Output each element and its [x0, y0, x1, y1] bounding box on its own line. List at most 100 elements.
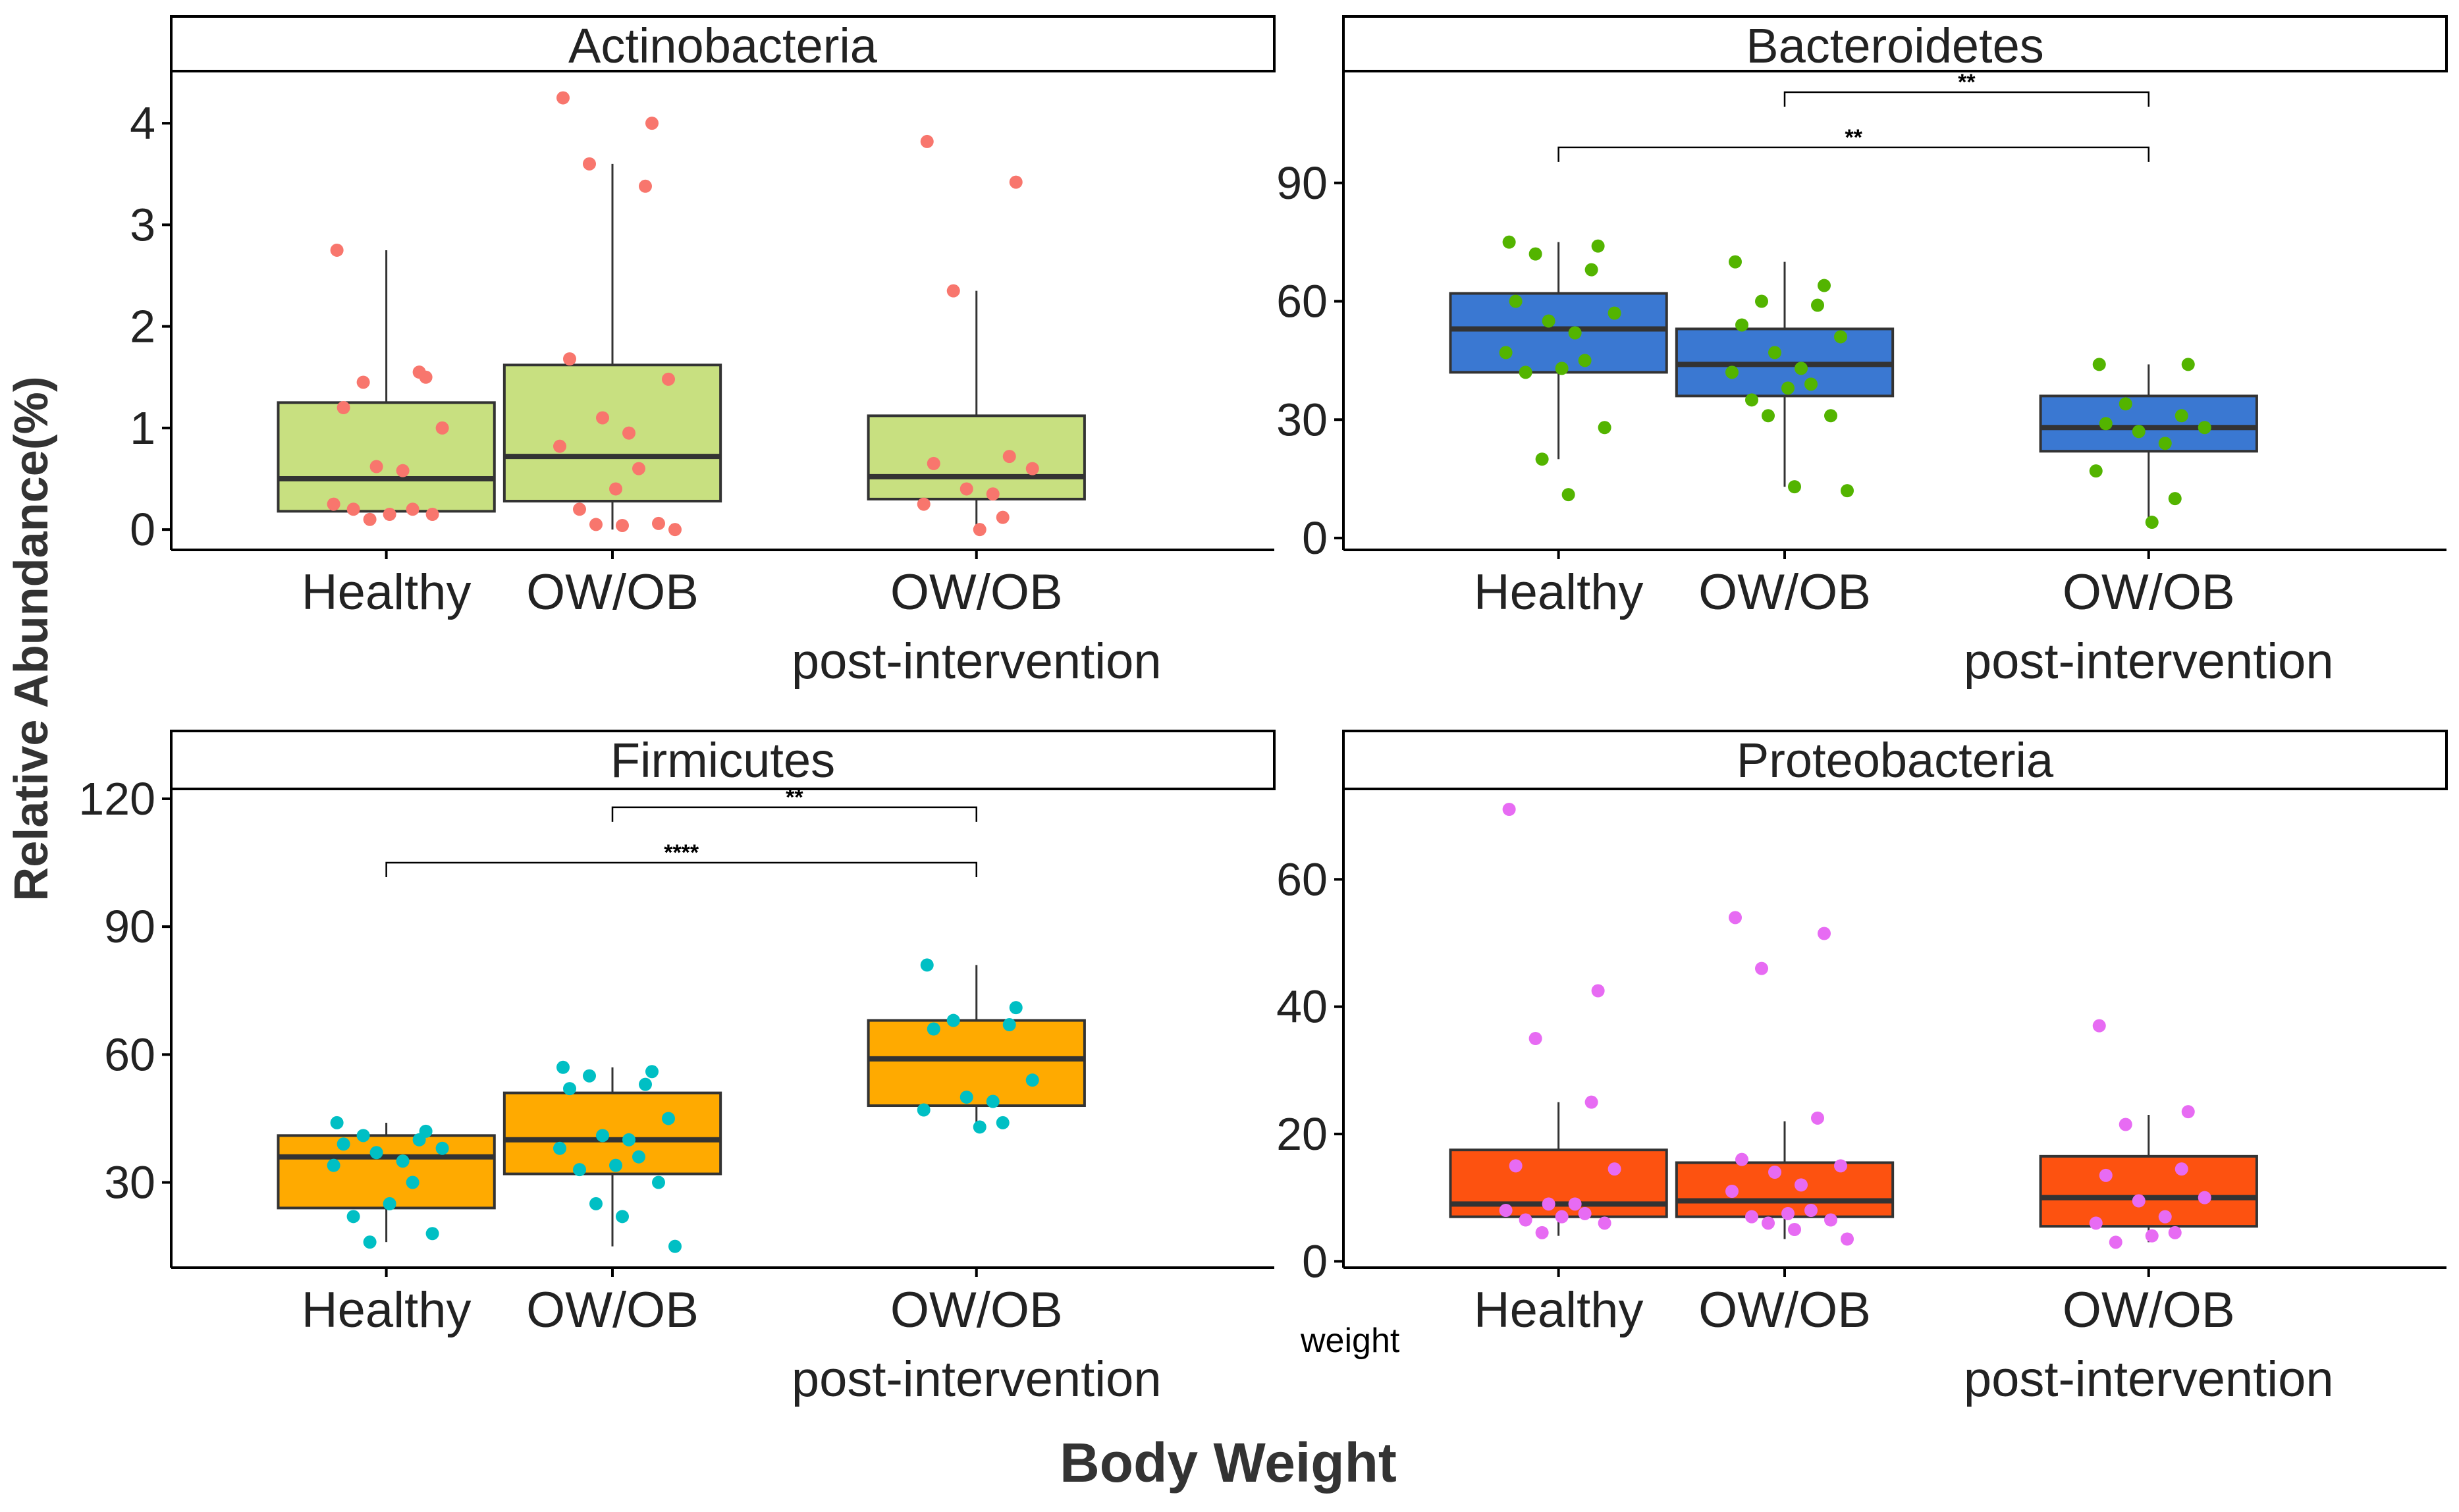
data-point: [1725, 365, 1739, 379]
data-point: [337, 401, 350, 415]
data-point: [2089, 1216, 2103, 1230]
data-point: [1735, 318, 1748, 332]
significance-label: **: [1958, 70, 1976, 95]
data-point: [1509, 294, 1523, 308]
data-point: [622, 426, 635, 440]
y-tick-label: 60: [104, 1029, 155, 1080]
significance-label: ****: [664, 840, 699, 865]
data-point: [412, 1133, 426, 1147]
y-axis-label: Relative Abundance(%): [5, 376, 58, 901]
data-point: [1745, 393, 1758, 407]
data-point: [959, 1091, 973, 1104]
data-point: [363, 512, 377, 526]
data-point: [1502, 235, 1516, 249]
x-tick-label: OW/OB: [526, 564, 699, 620]
data-point: [1584, 1095, 1598, 1109]
data-point: [2099, 417, 2113, 431]
data-point: [2092, 358, 2106, 371]
data-point: [917, 1103, 931, 1117]
data-point: [1502, 803, 1516, 816]
data-point: [556, 91, 570, 105]
data-point: [1561, 488, 1575, 502]
y-tick-label: 0: [130, 504, 155, 555]
data-point: [1499, 1204, 1513, 1217]
y-tick-label: 0: [1302, 512, 1328, 564]
data-point: [1025, 462, 1039, 475]
data-point: [1755, 961, 1768, 975]
y-tick-label: 1: [130, 402, 155, 454]
data-point: [1528, 247, 1542, 261]
data-point: [589, 1197, 603, 1210]
data-point: [1834, 1159, 1847, 1173]
data-point: [2158, 1210, 2172, 1224]
data-point: [1762, 1216, 1775, 1230]
data-point: [1528, 1032, 1542, 1045]
x-tick-label: Healthy: [302, 1282, 472, 1338]
data-point: [2181, 358, 2195, 371]
data-point: [632, 462, 645, 475]
data-point: [589, 518, 603, 531]
panel-header: [1342, 15, 2448, 72]
data-point: [1841, 1232, 1854, 1246]
data-point: [927, 456, 940, 470]
data-point: [396, 1154, 410, 1168]
y-tick-label: 60: [1276, 853, 1328, 905]
data-point: [996, 1116, 1010, 1129]
data-point: [616, 518, 629, 532]
data-point: [596, 1129, 609, 1143]
significance-bracket: [1557, 146, 2149, 162]
data-point: [435, 421, 449, 435]
data-point: [363, 1235, 377, 1249]
data-point: [986, 487, 1000, 501]
box-iqr: [1449, 292, 1668, 374]
data-point: [1781, 1206, 1795, 1220]
data-point: [1598, 421, 1611, 435]
panel-title: Firmicutes: [610, 733, 835, 788]
x-tick-label: Healthy: [1474, 564, 1644, 620]
data-point: [609, 482, 622, 496]
panel-bacteroidetes: Bacteroidetes 0 30 60 90 Healthy OW/OB OW/OB pos…: [1276, 15, 2448, 689]
x-tick-label: OW/OB: [526, 1282, 699, 1338]
data-point: [2145, 1229, 2159, 1243]
y-tick-label: 30: [104, 1157, 155, 1208]
data-point: [1841, 484, 1854, 498]
x-tick-label: OW/OB: [1698, 1282, 1871, 1338]
significance-bracket: [385, 861, 977, 878]
data-point: [2145, 516, 2159, 529]
data-point: [425, 1227, 439, 1241]
data-point: [435, 1141, 449, 1155]
panel-title: Proteobacteria: [1737, 733, 2054, 788]
data-point: [1009, 1001, 1023, 1015]
x-axis-label: Body Weight: [1060, 1432, 1397, 1494]
data-point: [645, 1065, 659, 1079]
y-tick-label: 3: [130, 199, 155, 250]
data-point: [583, 157, 596, 171]
data-point: [639, 1077, 652, 1091]
y-tick-label: 30: [1276, 394, 1328, 445]
x-tick-label: OW/OB post-intervention: [792, 1282, 1162, 1407]
data-point: [1608, 306, 1621, 320]
data-point: [2119, 1118, 2132, 1131]
data-point: [1002, 450, 1016, 464]
box-iqr: [2039, 1154, 2258, 1228]
x-tick-label: OW/OB: [1698, 564, 1871, 620]
data-point: [1535, 452, 1549, 466]
data-point: [573, 1163, 586, 1177]
y-tick-label: 4: [130, 97, 155, 149]
data-point: [2119, 397, 2132, 411]
data-point: [1811, 1111, 1824, 1125]
data-point: [1555, 1210, 1569, 1224]
significance-bracket: [1783, 91, 2149, 107]
data-point: [1762, 409, 1775, 423]
data-point: [1542, 314, 1555, 328]
data-point: [1824, 409, 1837, 423]
data-point: [1818, 927, 1831, 940]
data-point: [330, 1116, 344, 1129]
data-point: [2168, 492, 2182, 506]
data-point: [622, 1133, 635, 1147]
data-point: [1009, 175, 1023, 189]
data-point: [1755, 294, 1768, 308]
data-point: [1811, 298, 1824, 312]
data-point: [946, 1013, 960, 1027]
data-point: [1578, 1206, 1592, 1220]
